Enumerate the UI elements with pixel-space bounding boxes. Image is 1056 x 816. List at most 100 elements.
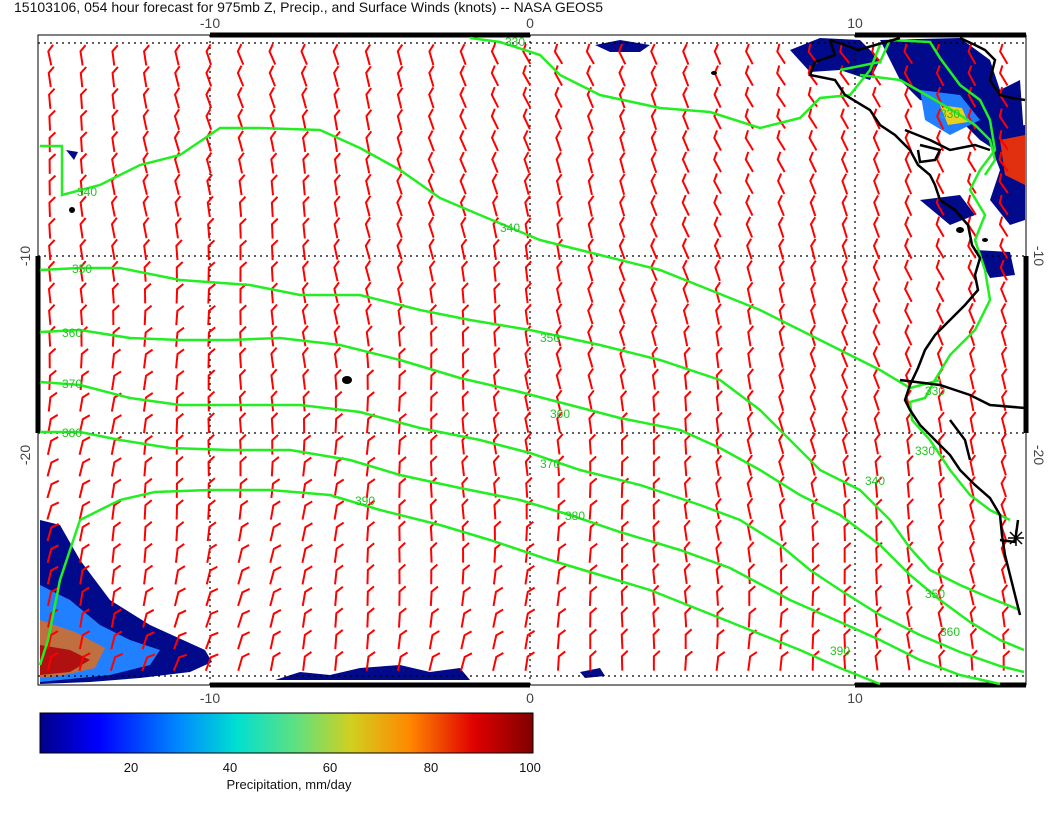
- wind-barb: [142, 130, 149, 152]
- wind-barb: [396, 108, 404, 131]
- wind-barb: [207, 217, 215, 239]
- wind-barb: [333, 325, 341, 347]
- wind-barb: [807, 65, 818, 86]
- wind-barb: [334, 412, 344, 434]
- wind-barb: [875, 520, 883, 541]
- wind-barb: [778, 432, 785, 455]
- wind-barb: [239, 455, 248, 477]
- wind-barb: [935, 173, 945, 195]
- wind-barb: [111, 152, 118, 174]
- wind-barb: [238, 174, 246, 196]
- wind-barb: [967, 65, 977, 87]
- wind-barb: [143, 304, 153, 326]
- wind-barb: [556, 411, 563, 433]
- wind-barb: [142, 609, 155, 628]
- wind-barb: [270, 239, 279, 261]
- wind-barb: [302, 368, 310, 390]
- wind-barb: [492, 630, 504, 650]
- wind-barb: [460, 216, 467, 239]
- wind-barb: [207, 499, 216, 520]
- wind-barb: [396, 44, 404, 66]
- wind-barb: [396, 65, 404, 88]
- wind-barb: [650, 238, 658, 260]
- wind-barb: [715, 368, 723, 390]
- colorbar-tick: 40: [223, 760, 237, 775]
- wind-barb: [302, 456, 312, 477]
- wind-barb: [174, 565, 186, 585]
- wind-barb: [778, 497, 786, 520]
- wind-barb: [173, 87, 181, 109]
- wind-barb: [204, 631, 219, 650]
- wind-barb: [459, 130, 468, 152]
- wind-barb: [461, 282, 469, 304]
- colorbar-tick: 20: [124, 760, 138, 775]
- wind-barb: [778, 260, 785, 282]
- wind-barb: [652, 650, 661, 671]
- wind-barb: [270, 325, 278, 347]
- wind-barb: [969, 476, 976, 498]
- wind-barb: [588, 433, 597, 455]
- wind-barb: [524, 368, 531, 390]
- wind-barb: [716, 584, 724, 606]
- wind-barb: [459, 43, 467, 66]
- wind-barb: [143, 456, 153, 477]
- wind-barb: [999, 43, 1009, 65]
- wind-barb: [841, 216, 848, 239]
- wind-barb: [684, 368, 692, 390]
- wind-barb: [715, 476, 722, 498]
- wind-barb: [522, 65, 532, 87]
- wind-barb: [524, 282, 532, 304]
- wind-barb: [842, 476, 850, 498]
- wind-barb: [205, 86, 213, 109]
- wind-barb: [175, 477, 184, 498]
- wind-barb: [843, 563, 852, 585]
- wind-barb: [491, 151, 499, 173]
- wind-barb: [48, 196, 56, 217]
- wind-barb: [334, 650, 344, 671]
- wind-barb: [302, 434, 312, 455]
- wind-barb: [809, 173, 817, 195]
- wind-barb: [744, 43, 754, 65]
- wind-barb: [396, 87, 404, 109]
- wind-barb: [684, 412, 692, 433]
- wind-barb: [173, 130, 181, 152]
- wind-barb: [301, 500, 313, 520]
- wind-barb: [79, 565, 90, 585]
- wind-barb: [555, 368, 563, 390]
- wind-barb: [428, 87, 435, 109]
- wind-barb: [270, 390, 278, 412]
- wind-barb: [109, 652, 123, 672]
- contour-label: 350: [540, 331, 560, 345]
- wind-barb: [143, 260, 151, 282]
- wind-barb: [809, 216, 817, 239]
- wind-barb: [111, 109, 119, 131]
- wind-barb: [269, 500, 281, 520]
- wind-barb: [48, 217, 56, 239]
- wind-barb: [555, 130, 562, 152]
- wind-barb: [460, 608, 472, 628]
- wind-barb: [840, 108, 850, 130]
- wind-barb: [746, 389, 754, 412]
- wind-barb: [398, 477, 407, 498]
- wind-barb: [207, 326, 216, 347]
- wind-barb: [332, 43, 340, 66]
- wind-barb: [969, 411, 977, 433]
- wind-barb: [556, 195, 563, 217]
- wind-barb: [205, 43, 212, 66]
- wind-barb: [143, 326, 153, 347]
- wind-barb: [269, 86, 276, 109]
- wind-barb: [906, 605, 913, 628]
- wind-barb: [427, 194, 435, 217]
- wind-barb: [843, 542, 852, 563]
- wind-barb: [746, 259, 753, 282]
- wind-barb: [999, 237, 1009, 259]
- contour-label: 380: [565, 509, 585, 523]
- graticule: [38, 35, 1026, 685]
- wind-barb: [110, 457, 122, 477]
- wind-barb: [938, 433, 946, 455]
- wind-barb: [937, 519, 945, 541]
- wind-barb: [871, 65, 882, 86]
- wind-barb: [111, 66, 119, 88]
- wind-barb: [904, 86, 913, 108]
- wind-barb: [684, 455, 692, 477]
